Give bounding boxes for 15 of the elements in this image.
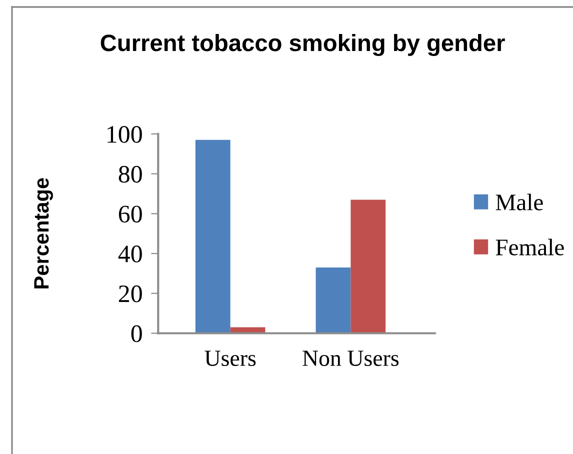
y-tick-label: 0 xyxy=(131,325,142,342)
legend-label: Female xyxy=(496,238,564,256)
bar xyxy=(350,200,386,334)
bar xyxy=(195,140,230,334)
y-axis-title: Percentage xyxy=(34,178,53,288)
chart-title: Current tobacco smoking by gender xyxy=(100,34,505,56)
bar xyxy=(316,267,351,334)
y-tick-label: 80 xyxy=(118,166,142,183)
y-tick-label: 100 xyxy=(108,126,142,143)
y-tick-label: 40 xyxy=(118,246,142,262)
y-tick-label: 20 xyxy=(118,285,142,302)
x-tick-label: Non Users xyxy=(302,350,399,366)
y-tick-label: 60 xyxy=(118,206,142,223)
legend-label: Male xyxy=(496,194,543,210)
x-tick-label: Users xyxy=(204,350,256,366)
